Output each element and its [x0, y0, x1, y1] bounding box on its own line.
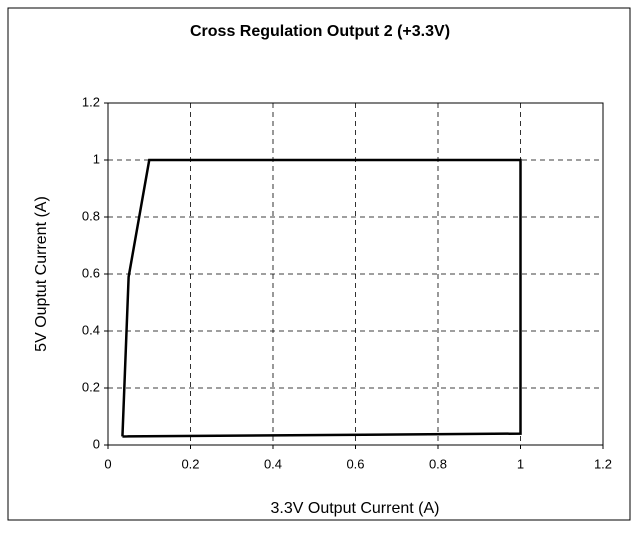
data-line	[121, 158, 522, 438]
y-tick-label: 1	[93, 151, 100, 166]
x-tick-label: 0.8	[429, 456, 447, 471]
x-tick-label: 0.4	[264, 456, 282, 471]
y-tick-label: 1.2	[82, 94, 100, 109]
y-tick-label: 0.4	[82, 322, 100, 337]
x-tick-label: 0.2	[181, 456, 199, 471]
y-tick-label: 0.6	[82, 265, 100, 280]
plot-border	[107, 102, 604, 446]
y-tick-label: 0.8	[82, 208, 100, 223]
x-tick-label: 1	[517, 456, 524, 471]
x-axis-label: 3.3V Output Current (A)	[271, 500, 440, 517]
x-tick-label: 0	[104, 456, 111, 471]
y-tick-label: 0.2	[82, 379, 100, 394]
y-axis-label: 5V Ouptut Current (A)	[33, 196, 50, 352]
x-tick-label: 0.6	[346, 456, 364, 471]
x-tick-label: 1.2	[594, 456, 612, 471]
chart-title: Cross Regulation Output 2 (+3.3V)	[190, 23, 450, 40]
y-tick-label: 0	[93, 436, 100, 451]
